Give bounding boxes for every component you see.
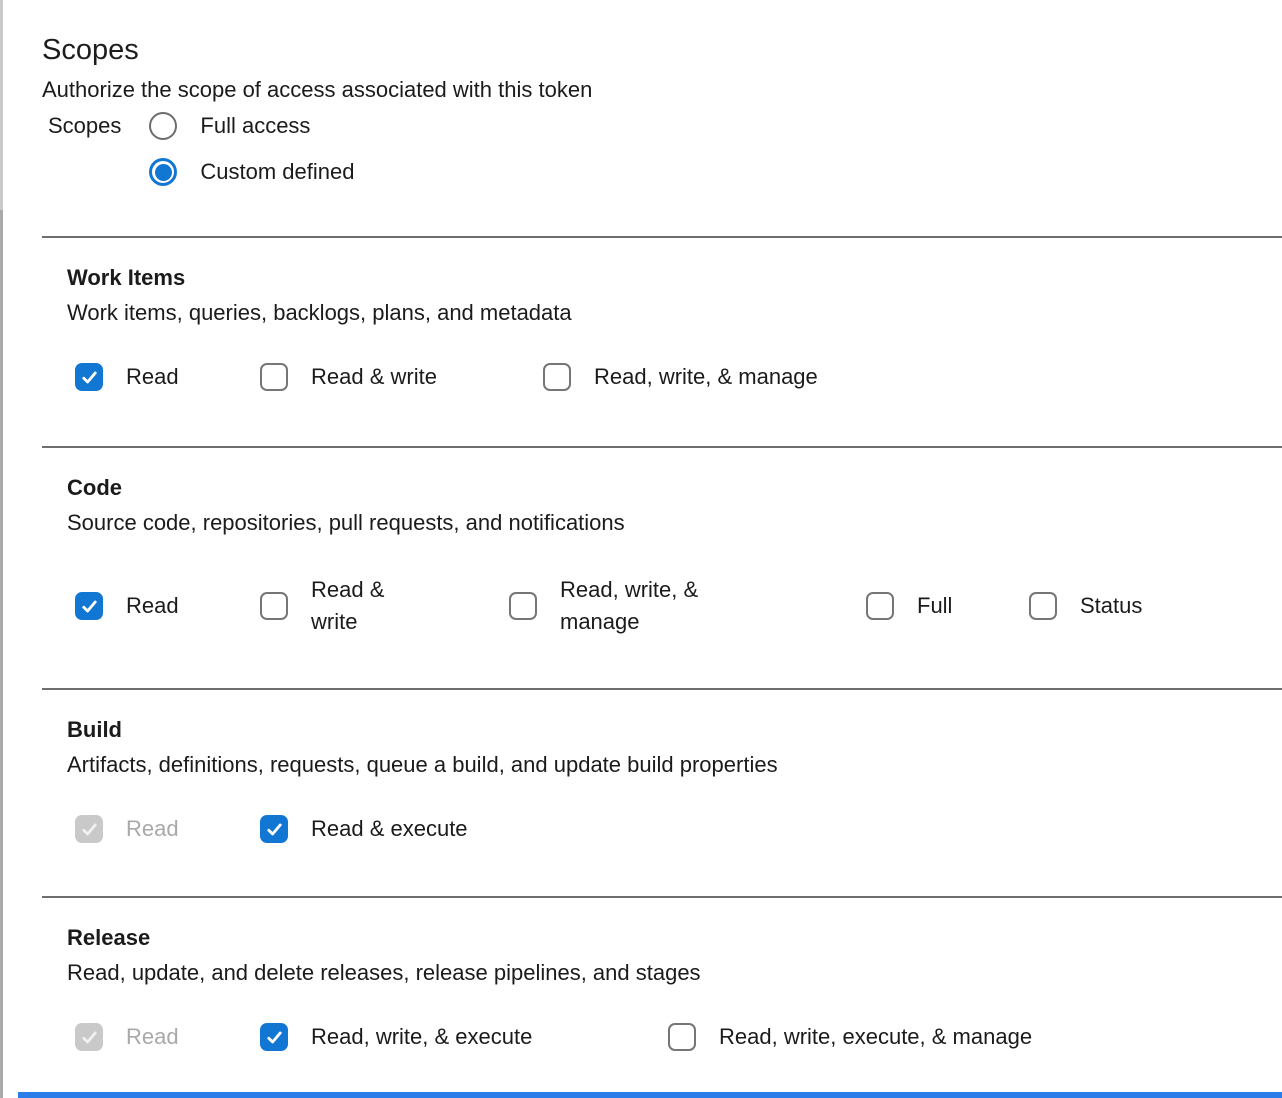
checkbox-build-read: Read — [75, 813, 179, 845]
checkbox-release-read: Read — [75, 1021, 179, 1053]
checkbox-label: Read — [126, 364, 179, 389]
scope-sections: Work Items Work items, queries, backlogs… — [0, 236, 1282, 1096]
radio-circle-icon[interactable] — [149, 158, 178, 186]
checkbox-label: Read — [126, 1024, 179, 1049]
scope-options-row: Read Read & write Read, write, & manage … — [75, 574, 1282, 638]
scopes-field: Scopes Full access Custom defined — [48, 112, 1282, 186]
panel-left-edge — [0, 0, 3, 1098]
checkmark-icon — [266, 1031, 282, 1043]
section-code: Code Source code, repositories, pull req… — [0, 446, 1282, 688]
checkbox-label: Read — [126, 816, 179, 841]
page-subtitle: Authorize the scope of access associated… — [42, 77, 593, 102]
checkmark-icon — [81, 371, 97, 383]
bottom-accent-bar — [18, 1092, 1282, 1098]
checkbox-code-full[interactable]: Full — [866, 590, 952, 622]
checkbox-work-items-read-write-manage[interactable]: Read, write, & manage — [543, 361, 818, 393]
scopes-radio-group: Full access Custom defined — [149, 112, 354, 186]
checkbox-label: Read & write — [311, 577, 385, 634]
checkbox-box[interactable] — [260, 1023, 288, 1051]
panel-left-edge-top — [0, 0, 3, 210]
section-title: Build — [67, 717, 122, 742]
checkmark-icon — [81, 600, 97, 612]
section-title: Release — [67, 925, 151, 950]
checkbox-box[interactable] — [75, 592, 103, 620]
checkbox-box[interactable] — [75, 363, 103, 391]
checkbox-box[interactable] — [1029, 592, 1057, 620]
checkbox-label: Full — [917, 593, 953, 618]
section-title: Code — [67, 475, 122, 500]
checkbox-code-read-write[interactable]: Read & write — [260, 574, 416, 638]
checkbox-label: Read, write, execute, & manage — [719, 1024, 1033, 1049]
checkbox-release-read-write-execute[interactable]: Read, write, & execute — [260, 1021, 532, 1053]
checkbox-build-read-execute[interactable]: Read & execute — [260, 813, 468, 845]
checkmark-icon — [81, 1031, 97, 1043]
checkbox-box[interactable] — [866, 592, 894, 620]
section-work-items: Work Items Work items, queries, backlogs… — [0, 236, 1282, 446]
scope-options-row: Read Read & execute — [75, 812, 1282, 846]
radio-option-custom-defined[interactable]: Custom defined — [149, 158, 354, 186]
checkbox-box[interactable] — [75, 815, 103, 843]
section-title: Work Items — [67, 265, 186, 290]
checkbox-box[interactable] — [668, 1023, 696, 1051]
scope-options-row: Read Read, write, & execute Read, write,… — [75, 1020, 1282, 1054]
section-release: Release Read, update, and delete release… — [0, 896, 1282, 1096]
checkbox-code-status[interactable]: Status — [1029, 590, 1142, 622]
checkmark-icon — [266, 823, 282, 835]
checkbox-work-items-read[interactable]: Read — [75, 361, 179, 393]
checkmark-icon — [81, 823, 97, 835]
section-build: Build Artifacts, definitions, requests, … — [0, 688, 1282, 896]
checkbox-work-items-read-write[interactable]: Read & write — [260, 361, 437, 393]
checkbox-label: Read & execute — [311, 816, 468, 841]
checkbox-box[interactable] — [260, 363, 288, 391]
checkbox-label: Read — [126, 593, 179, 618]
checkbox-code-read[interactable]: Read — [75, 590, 179, 622]
radio-label: Full access — [200, 113, 311, 138]
checkbox-box[interactable] — [543, 363, 571, 391]
checkbox-code-read-write-manage[interactable]: Read, write, & manage — [509, 574, 755, 638]
checkbox-label: Status — [1080, 593, 1143, 618]
radio-circle-icon[interactable] — [149, 112, 178, 140]
checkbox-label: Read, write, & execute — [311, 1024, 533, 1049]
page-title: Scopes — [42, 34, 139, 66]
section-description: Read, update, and delete releases, relea… — [67, 960, 701, 985]
radio-label: Custom defined — [200, 159, 355, 184]
section-description: Artifacts, definitions, requests, queue … — [67, 752, 778, 777]
checkbox-box[interactable] — [75, 1023, 103, 1051]
checkbox-box[interactable] — [260, 815, 288, 843]
checkbox-label: Read & write — [311, 364, 437, 389]
checkbox-box[interactable] — [260, 592, 288, 620]
radio-option-full-access[interactable]: Full access — [149, 112, 354, 140]
section-description: Work items, queries, backlogs, plans, an… — [67, 300, 572, 325]
scopes-field-label: Scopes — [48, 113, 122, 138]
scope-options-row: Read Read & write Read, write, & manage — [75, 360, 1282, 394]
checkbox-label: Read, write, & manage — [560, 577, 699, 634]
checkbox-release-read-write-execute-manage[interactable]: Read, write, execute, & manage — [668, 1021, 1032, 1053]
checkbox-box[interactable] — [509, 592, 537, 620]
section-description: Source code, repositories, pull requests… — [67, 510, 625, 535]
checkbox-label: Read, write, & manage — [594, 364, 818, 389]
scopes-header: Scopes Authorize the scope of access ass… — [0, 0, 1282, 236]
